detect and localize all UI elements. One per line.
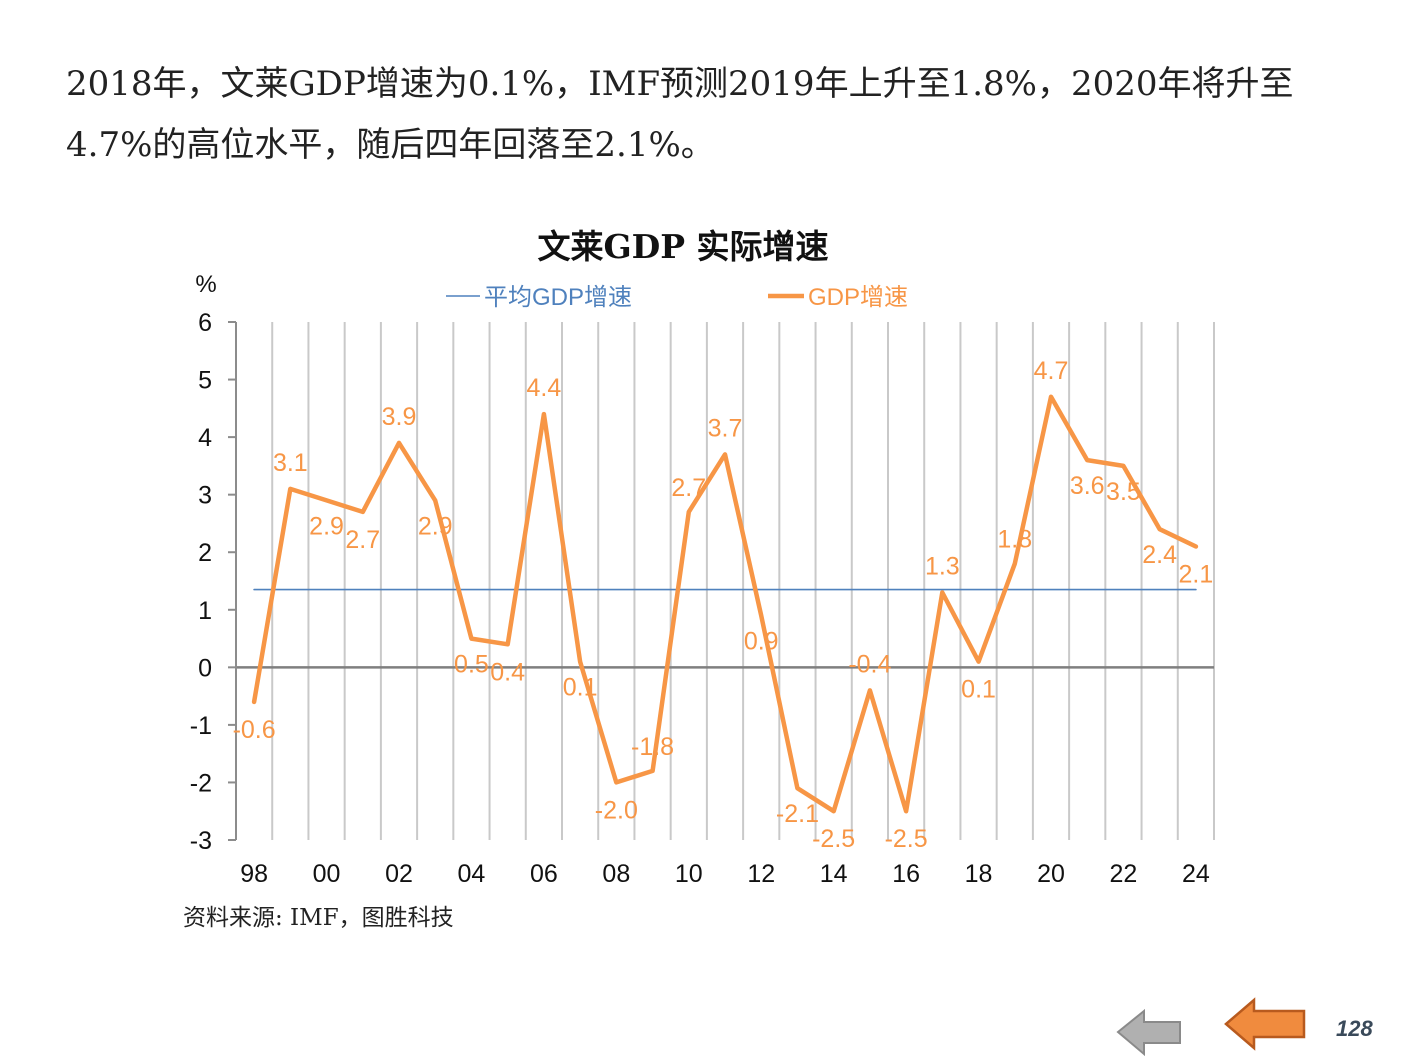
data-label: 1.8 bbox=[997, 526, 1032, 554]
chart-legend: 平均GDP增速 GDP增速 bbox=[446, 284, 908, 311]
data-label: 3.1 bbox=[273, 449, 308, 477]
x-tick-label: 24 bbox=[1182, 860, 1210, 888]
x-tick-label: 20 bbox=[1037, 860, 1065, 888]
next-page-button[interactable] bbox=[1222, 996, 1308, 1052]
y-tick-label: 5 bbox=[198, 367, 212, 395]
data-label: 1.3 bbox=[925, 553, 960, 581]
data-label: 2.7 bbox=[671, 474, 706, 502]
data-label: 2.1 bbox=[1179, 560, 1214, 588]
data-label: -2.5 bbox=[885, 825, 928, 853]
data-label: 4.4 bbox=[527, 374, 562, 402]
y-axis-ticks: 6 5 4 3 2 1 0 -1 -2 -3 bbox=[190, 309, 236, 855]
data-label: 3.5 bbox=[1106, 478, 1141, 506]
x-axis-ticks: 98 00 02 04 06 08 10 12 14 16 18 20 22 24 bbox=[240, 860, 1210, 888]
data-label: 0.1 bbox=[563, 674, 598, 702]
data-label: -0.6 bbox=[233, 716, 276, 744]
data-label: -2.1 bbox=[776, 800, 819, 828]
page-number: 128 bbox=[1336, 1016, 1373, 1041]
prev-page-button[interactable] bbox=[1114, 1008, 1184, 1058]
data-label: 0.4 bbox=[490, 658, 525, 686]
x-tick-label: 10 bbox=[675, 860, 703, 888]
data-label: -2.5 bbox=[812, 825, 855, 853]
intro-paragraph: 2018年，文莱GDP增速为0.1%，IMF预测2019年上升至1.8%，202… bbox=[66, 64, 1294, 165]
data-label: 0.5 bbox=[454, 651, 489, 679]
x-tick-label: 06 bbox=[530, 860, 558, 888]
x-tick-label: 14 bbox=[820, 860, 848, 888]
y-tick-label: 0 bbox=[198, 654, 212, 682]
y-tick-label: 2 bbox=[198, 539, 212, 567]
data-label: 0.9 bbox=[744, 628, 779, 656]
y-tick-label: -2 bbox=[190, 769, 212, 797]
x-tick-label: 00 bbox=[313, 860, 341, 888]
data-label: 2.4 bbox=[1142, 541, 1177, 569]
data-label: 0.1 bbox=[961, 676, 996, 704]
x-tick-label: 98 bbox=[240, 860, 268, 888]
data-label: 3.9 bbox=[382, 403, 417, 431]
x-tick-label: 08 bbox=[602, 860, 630, 888]
x-tick-label: 12 bbox=[747, 860, 775, 888]
x-tick-label: 16 bbox=[892, 860, 920, 888]
data-label: 4.7 bbox=[1034, 357, 1069, 385]
y-tick-label: -3 bbox=[190, 827, 212, 855]
data-label: -2.0 bbox=[595, 796, 638, 824]
x-tick-label: 04 bbox=[458, 860, 486, 888]
gdp-growth-line bbox=[251, 394, 1199, 814]
x-tick-label: 22 bbox=[1110, 860, 1138, 888]
data-label: -0.4 bbox=[848, 650, 891, 678]
y-tick-label: 4 bbox=[198, 424, 212, 452]
y-tick-label: 6 bbox=[198, 309, 212, 337]
x-tick-label: 18 bbox=[965, 860, 993, 888]
x-tick-label: 02 bbox=[385, 860, 413, 888]
legend-label-average: 平均GDP增速 bbox=[484, 284, 632, 311]
data-label: 2.9 bbox=[418, 512, 453, 540]
data-label: 3.7 bbox=[708, 414, 743, 442]
y-axis-unit-label: % bbox=[195, 271, 216, 298]
y-tick-label: 1 bbox=[198, 597, 212, 625]
y-tick-label: -1 bbox=[190, 712, 212, 740]
chart-title: 文莱GDP 实际增速 bbox=[537, 227, 828, 266]
legend-label-gdp: GDP增速 bbox=[808, 284, 908, 311]
grid-lines bbox=[271, 322, 1215, 840]
left-arrow-orange-icon bbox=[1224, 997, 1306, 1051]
source-note: 资料来源: IMF，图胜科技 bbox=[183, 905, 454, 931]
left-arrow-grey-icon bbox=[1116, 1008, 1181, 1057]
data-label: 2.7 bbox=[345, 526, 380, 554]
data-label: 3.6 bbox=[1070, 472, 1105, 500]
data-label: -1.8 bbox=[631, 733, 674, 761]
series-layer bbox=[251, 394, 1199, 814]
data-labels: -0.63.12.9 2.73.92.90.5 0.44.40.1-2.0-1.82… bbox=[233, 357, 1214, 853]
y-tick-label: 3 bbox=[198, 482, 212, 510]
data-label: 2.9 bbox=[309, 512, 344, 540]
